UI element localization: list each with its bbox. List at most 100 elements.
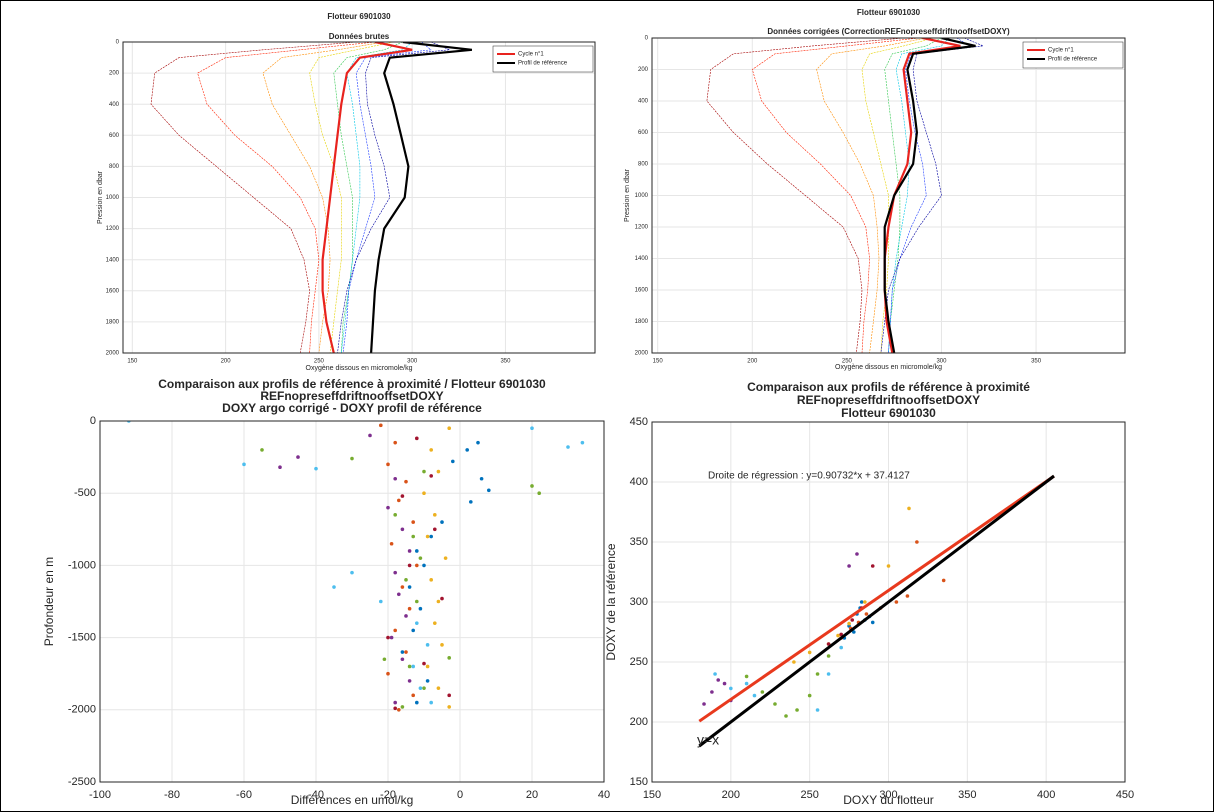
y-tick-label: 1200 xyxy=(106,226,120,232)
y-axis-label: Pression en dbar xyxy=(97,170,104,224)
x-tick-label: 200 xyxy=(747,359,758,365)
chart-title: REFnopreseffdriftnooffsetDOXY xyxy=(797,393,980,407)
x-tick-label: 350 xyxy=(500,359,511,365)
x-tick-label: 150 xyxy=(653,359,664,365)
point xyxy=(433,513,437,517)
x-axis-label: Différences en umol/kg xyxy=(291,793,414,807)
point xyxy=(436,599,441,604)
profile-line xyxy=(370,42,473,353)
point xyxy=(407,563,412,568)
y-tick-label: 1200 xyxy=(635,225,649,231)
point xyxy=(760,690,765,694)
x-tick-label: 150 xyxy=(643,789,661,801)
point xyxy=(847,564,851,568)
point xyxy=(415,549,419,553)
point xyxy=(407,585,412,589)
plot-marks xyxy=(706,38,985,353)
point xyxy=(386,635,390,640)
x-tick-label: -20 xyxy=(380,789,396,801)
point xyxy=(863,600,867,604)
y-tick-label: 250 xyxy=(630,656,648,668)
point xyxy=(826,642,831,646)
point xyxy=(397,498,401,503)
point xyxy=(393,700,398,705)
point xyxy=(400,650,405,654)
point xyxy=(242,462,246,467)
x-tick-label: 150 xyxy=(127,359,138,365)
point xyxy=(425,643,430,647)
y-tick-label: 200 xyxy=(630,716,648,728)
x-tick-label: 300 xyxy=(407,359,418,365)
profile-line xyxy=(150,42,357,353)
x-tick-label: 20 xyxy=(526,789,538,801)
y-tick-label: 1400 xyxy=(106,257,120,263)
profile-line xyxy=(197,42,375,353)
point xyxy=(397,708,401,712)
point xyxy=(407,664,412,669)
point xyxy=(400,657,405,662)
point xyxy=(729,686,733,691)
point xyxy=(752,693,757,698)
point xyxy=(744,674,749,679)
point xyxy=(580,440,585,445)
fit-line xyxy=(698,474,1055,723)
y-tick-label: 0 xyxy=(116,40,120,46)
point xyxy=(429,448,434,452)
point xyxy=(296,455,300,459)
point xyxy=(826,672,831,676)
point xyxy=(795,708,799,712)
x-tick-label: -100 xyxy=(89,789,111,801)
point xyxy=(332,585,336,589)
point xyxy=(839,645,843,650)
legend-label: Profil de référence xyxy=(518,61,568,67)
profile-line xyxy=(883,38,976,353)
y-tick-label: 600 xyxy=(638,130,649,136)
point xyxy=(260,448,264,452)
point xyxy=(440,596,444,601)
x-tick-label: 350 xyxy=(1031,359,1042,365)
x-tick-label: 0 xyxy=(457,789,463,801)
point xyxy=(815,672,820,676)
point xyxy=(397,592,401,597)
profile-line xyxy=(861,38,934,353)
point xyxy=(915,540,919,544)
point xyxy=(422,563,426,568)
point xyxy=(443,556,448,560)
point xyxy=(415,700,419,705)
point xyxy=(447,693,452,698)
axes-box xyxy=(651,421,1126,783)
point xyxy=(407,606,412,611)
point xyxy=(476,440,480,445)
x-tick-label: 250 xyxy=(842,359,853,365)
x-axis-label: Oxygène dissous en micromole/kg xyxy=(835,364,942,371)
profile-line xyxy=(888,38,950,353)
y-tick-label: 1600 xyxy=(106,288,120,294)
x-tick-label: 200 xyxy=(722,789,740,801)
point xyxy=(479,476,484,481)
point xyxy=(404,578,408,582)
point xyxy=(826,654,831,658)
x-axis-label: DOXY du flotteur xyxy=(843,793,934,807)
x-tick-label: 250 xyxy=(800,789,818,801)
point xyxy=(451,459,455,464)
profile-line xyxy=(751,38,919,353)
point xyxy=(379,599,383,604)
profile-line xyxy=(816,38,927,353)
x-tick-label: 350 xyxy=(958,789,976,801)
axes-box xyxy=(122,41,596,354)
y-tick-label: -1500 xyxy=(68,632,96,644)
profile-line xyxy=(262,42,385,353)
point xyxy=(859,600,864,604)
point xyxy=(870,620,875,625)
x-tick-label: 40 xyxy=(598,789,610,801)
point xyxy=(422,491,426,496)
point xyxy=(389,541,394,546)
y-tick-label: -500 xyxy=(74,487,96,499)
point xyxy=(400,527,405,532)
x-axis-label: Oxygène dissous en micromole/kg xyxy=(306,365,413,372)
point xyxy=(702,702,706,706)
plot-marks xyxy=(150,42,473,353)
fit-line xyxy=(698,474,1055,748)
chart-title: Comparaison aux profils de référence à p… xyxy=(747,380,1030,394)
point xyxy=(411,693,416,698)
